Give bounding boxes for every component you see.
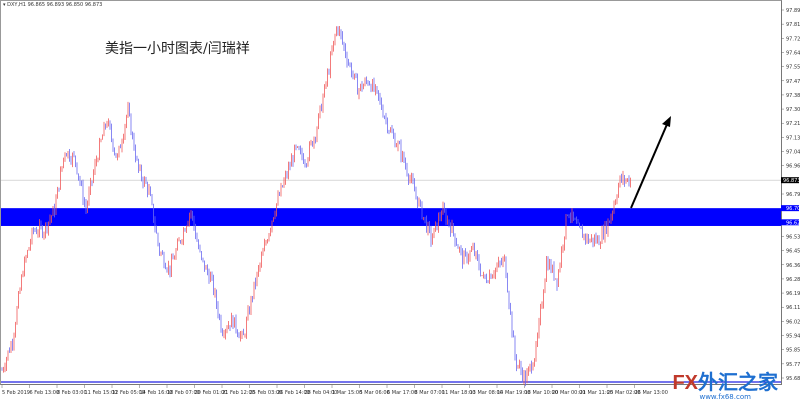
y-tick-label: 97.130 bbox=[786, 135, 800, 141]
x-tick-label: 21 Feb 12:00 bbox=[222, 390, 255, 396]
logo-fx: FX bbox=[672, 372, 698, 394]
x-tick-label: 20 Mar 00:00 bbox=[552, 390, 585, 396]
x-tick-label: 25 Mar 02:00 bbox=[607, 390, 640, 396]
x-tick-label: 5 Mar 06:00 bbox=[360, 390, 390, 396]
zone-price-label: 96.620 bbox=[786, 220, 800, 226]
zone-price-tag bbox=[781, 205, 799, 212]
arrow-head-icon bbox=[662, 116, 671, 127]
current-price-tag bbox=[781, 177, 799, 184]
y-tick-label: 96.110 bbox=[786, 305, 800, 311]
zone-price-label: 96.705 bbox=[786, 206, 800, 212]
watermark-url: www.fx68.com bbox=[699, 393, 751, 401]
zone-price-tag bbox=[781, 219, 799, 226]
y-tick-label: 97.810 bbox=[786, 22, 800, 28]
y-tick-label: 97.385 bbox=[786, 93, 800, 99]
chart-title: 美指一小时图表/闫瑞祥 bbox=[105, 41, 250, 57]
x-tick-label: 5 Feb 2019 bbox=[2, 390, 30, 396]
y-tick-label: 96.790 bbox=[786, 192, 800, 198]
symbol-header: ▾ DXY,H1 96.865 96.893 96.850 96.873 bbox=[3, 2, 103, 8]
x-tick-label: 12 Feb 05:00 bbox=[112, 390, 145, 396]
x-tick-label: 20 Feb 01:00 bbox=[195, 390, 228, 396]
x-tick-label: 26 Feb 14:00 bbox=[277, 390, 310, 396]
y-tick-label: 96.195 bbox=[786, 291, 800, 297]
y-tick-label: 97.470 bbox=[786, 79, 800, 85]
x-tick-label: 26 Mar 13:00 bbox=[635, 390, 668, 396]
x-tick-label: 14 Feb 16:00 bbox=[140, 390, 173, 396]
x-tick-label: 14 Mar 19:00 bbox=[497, 390, 530, 396]
y-tick-label: 96.535 bbox=[786, 234, 800, 240]
x-tick-label: 11 Mar 18:00 bbox=[442, 390, 475, 396]
y-tick-label: 97.215 bbox=[786, 121, 800, 127]
x-tick-label: 8 Feb 03:00 bbox=[57, 390, 87, 396]
y-tick-label: 95.855 bbox=[786, 348, 800, 354]
fx68-watermark: FX外汇之家 www.fx68.com bbox=[672, 373, 778, 401]
projection-arrow bbox=[630, 121, 669, 209]
x-tick-label: 21 Mar 11:00 bbox=[580, 390, 613, 396]
y-tick-label: 95.770 bbox=[786, 362, 800, 368]
support-zone bbox=[1, 208, 781, 226]
y-tick-label: 96.960 bbox=[786, 164, 800, 170]
x-tick-label: 11 Feb 15:00 bbox=[85, 390, 118, 396]
y-tick-label: 97.640 bbox=[786, 50, 800, 56]
y-tick-label: 96.280 bbox=[786, 277, 800, 283]
y-tick-label: 96.025 bbox=[786, 319, 800, 325]
y-tick-label: 97.895 bbox=[786, 8, 800, 14]
x-tick-label: 6 Mar 17:00 bbox=[387, 390, 417, 396]
y-tick-label: 95.940 bbox=[786, 334, 800, 340]
x-tick-label: 18 Mar 10:00 bbox=[525, 390, 558, 396]
symbol-label: DXY,H1 bbox=[7, 2, 26, 8]
y-tick-label: 97.045 bbox=[786, 150, 800, 156]
y-tick-label: 97.725 bbox=[786, 36, 800, 42]
x-tick-label: 8 Mar 07:00 bbox=[415, 390, 445, 396]
x-tick-label: 28 Feb 04:00 bbox=[305, 390, 338, 396]
current-price-label: 96.873 bbox=[783, 178, 800, 184]
logo-cn: 外汇之家 bbox=[698, 372, 778, 394]
chart-window[interactable] bbox=[0, 0, 782, 385]
x-tick-label: 1 Mar 15:00 bbox=[332, 390, 362, 396]
y-tick-label: 96.450 bbox=[786, 249, 800, 255]
x-tick-label: 25 Feb 03:00 bbox=[250, 390, 283, 396]
x-tick-label: 18 Feb 07:00 bbox=[167, 390, 200, 396]
y-tick-label: 97.555 bbox=[786, 65, 800, 71]
x-tick-label: 13 Mar 08:00 bbox=[470, 390, 503, 396]
y-tick-label: 95.685 bbox=[786, 376, 800, 382]
y-tick-label: 96.365 bbox=[786, 263, 800, 269]
ohlc-quote: 96.865 96.893 96.850 96.873 bbox=[27, 2, 103, 8]
y-tick-label: 97.300 bbox=[786, 107, 800, 113]
x-tick-label: 6 Feb 13:00 bbox=[30, 390, 60, 396]
